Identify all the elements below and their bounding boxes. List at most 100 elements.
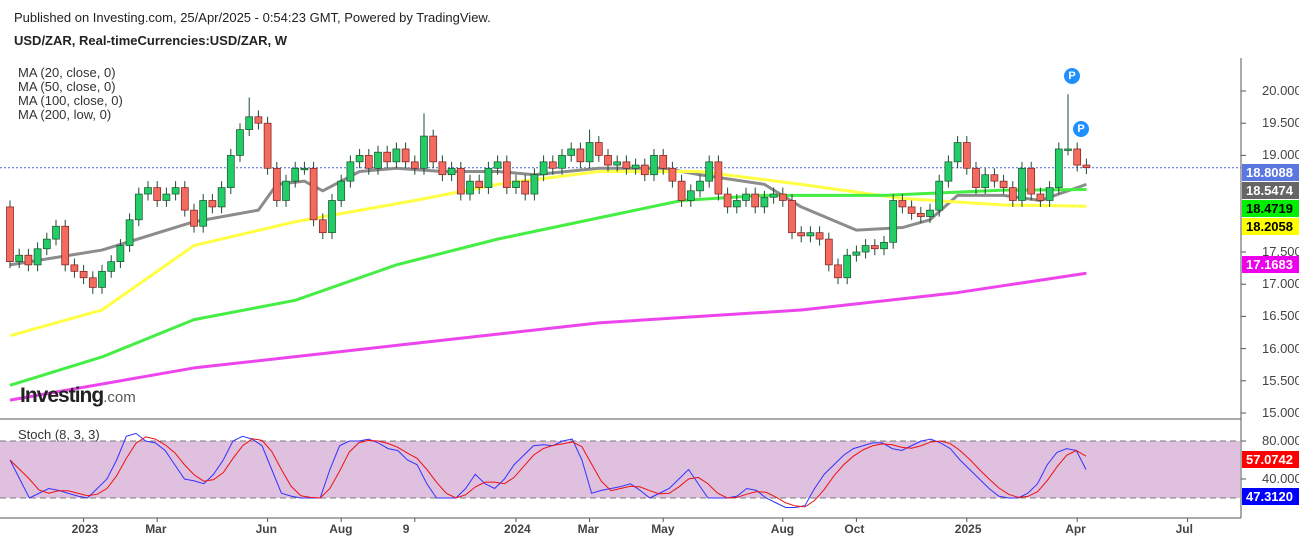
candle (466, 180, 474, 195)
candle (576, 148, 585, 163)
candle (834, 264, 842, 279)
marker-p-icon[interactable]: P (1064, 68, 1080, 84)
candle (539, 161, 548, 176)
candle (180, 187, 189, 211)
candle (604, 155, 612, 166)
ma-line-ma200 (9, 271, 1087, 402)
stoch-tick-label: 40.0000 (1262, 471, 1299, 486)
price-tick-label: 20.0000 (1262, 83, 1299, 98)
candle (594, 142, 603, 156)
candle (15, 254, 24, 263)
candle (870, 245, 879, 250)
candle (153, 187, 162, 201)
candle (732, 200, 741, 208)
candle (696, 180, 704, 192)
price-tick-label: 15.0000 (1262, 405, 1299, 420)
candle (843, 254, 852, 279)
candle (806, 232, 815, 237)
candle (999, 180, 1008, 188)
candle (824, 238, 833, 266)
candle (723, 193, 732, 208)
candle (309, 167, 318, 221)
candle (438, 161, 447, 176)
time-tick-label: Aug (770, 522, 795, 536)
candle (714, 161, 723, 195)
candle (364, 155, 373, 169)
ma-line-ma20 (9, 166, 1087, 267)
candle (926, 209, 934, 217)
ma-line-ma100 (9, 188, 1087, 387)
candle (355, 155, 364, 163)
candle (622, 161, 631, 169)
candle (24, 254, 33, 266)
candle (512, 180, 520, 188)
marker-p-icon[interactable]: P (1073, 121, 1089, 137)
candle (484, 167, 493, 188)
candle (907, 206, 916, 214)
candle (548, 161, 557, 169)
candle (107, 261, 116, 272)
candle (521, 180, 530, 195)
candle (815, 232, 824, 240)
candle (944, 161, 953, 182)
candle (493, 161, 502, 169)
legend-ma50: MA (50, close, 0) (18, 79, 116, 94)
candle (530, 174, 539, 195)
stoch-d-line (9, 436, 1087, 508)
stoch-tick-label: 80.0000 (1262, 433, 1299, 448)
candle (502, 161, 511, 188)
candle (328, 200, 336, 234)
time-tick-label: Mar (577, 522, 599, 536)
candle (52, 225, 60, 240)
time-tick-label: 9 (402, 522, 410, 536)
candle (742, 193, 750, 201)
candle (990, 174, 999, 182)
candle (33, 248, 42, 266)
time-tick-label: May (651, 522, 675, 536)
price-tick-label: 19.0000 (1262, 147, 1299, 163)
candle (585, 142, 594, 163)
candle (318, 219, 327, 234)
ma-line-ma50 (9, 170, 1087, 338)
candle (852, 251, 861, 256)
price-tick-label: 17.5000 (1262, 244, 1299, 259)
candle (677, 180, 686, 201)
candle (751, 193, 760, 208)
stoch-band (0, 441, 1240, 498)
candle (272, 167, 281, 201)
candle (972, 167, 980, 188)
ma200-value-tag: 17.1683 (1242, 256, 1299, 273)
candle (778, 193, 787, 201)
candle (760, 196, 769, 208)
time-tick-label: Apr (1065, 522, 1086, 536)
candle (889, 200, 898, 243)
candle (162, 193, 171, 201)
candle (558, 155, 566, 169)
candle (1082, 164, 1091, 168)
time-tick-label: Mar (145, 522, 167, 536)
candle (769, 193, 778, 198)
candle (171, 187, 180, 195)
candle (1036, 193, 1045, 201)
legend-ma100: MA (100, close, 0) (18, 93, 123, 108)
candle (199, 200, 208, 227)
candle (797, 232, 806, 237)
candle (1064, 148, 1072, 151)
candle (788, 200, 796, 234)
price-tick-label: 19.5000 (1262, 115, 1299, 131)
candle (236, 129, 244, 156)
candle (226, 155, 235, 188)
candle (125, 219, 134, 246)
candle (144, 187, 152, 195)
candle (935, 180, 944, 211)
candle (410, 161, 419, 169)
candle (263, 122, 272, 169)
time-tick-label: Oct (844, 522, 865, 536)
time-tick-label: 2025 (954, 522, 982, 536)
candle (640, 164, 649, 176)
price-tick-label: 15.5000 (1262, 372, 1299, 388)
candle (392, 148, 401, 163)
candle (1018, 167, 1026, 201)
stoch-k-value-tag: 47.3120 (1242, 488, 1299, 505)
